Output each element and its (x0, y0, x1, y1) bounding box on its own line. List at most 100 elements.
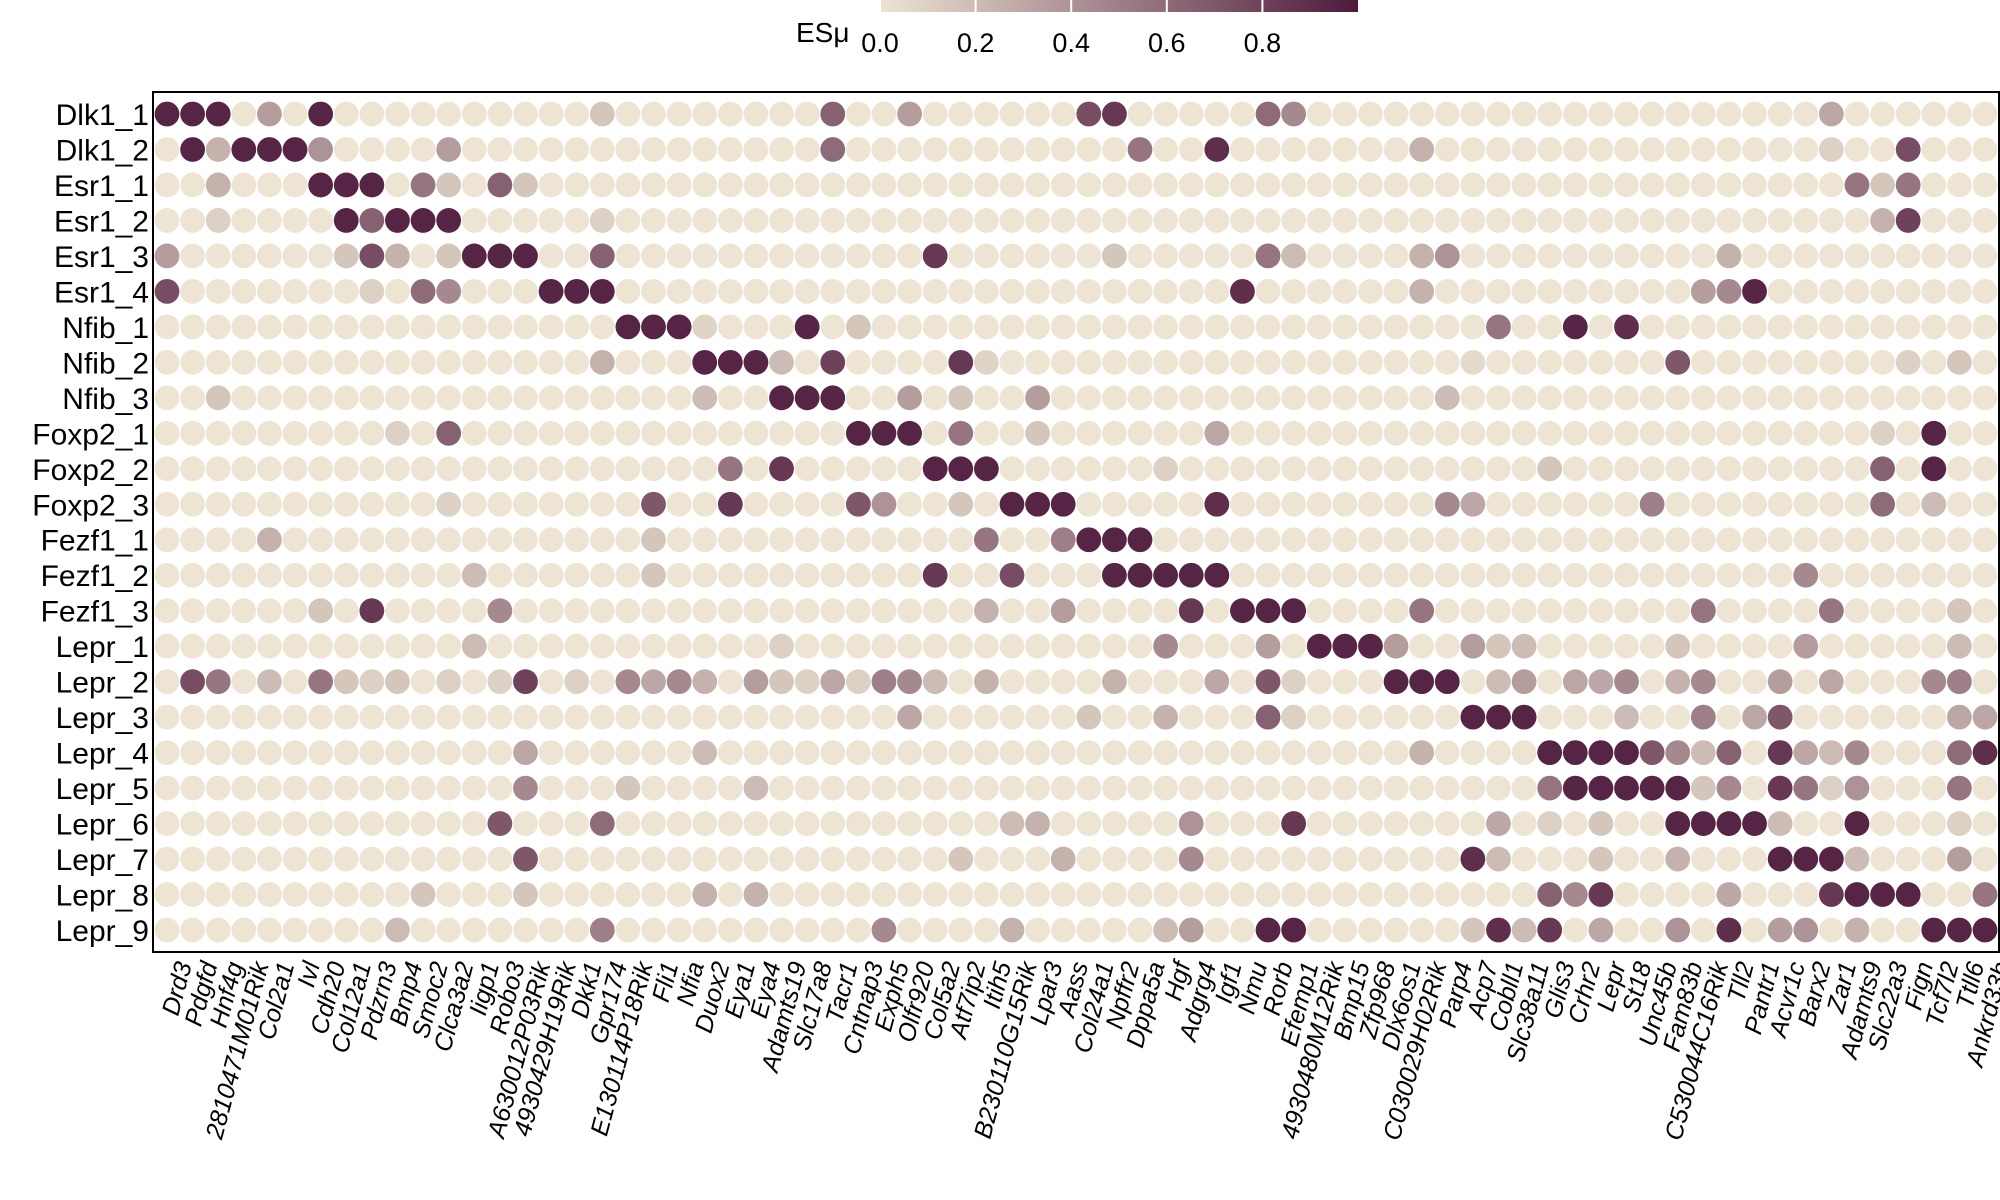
dot-Lepr_4-Cobll1 (1486, 740, 1511, 766)
dot-Lepr_7-St18 (1614, 846, 1639, 872)
dot-Foxp2_2-Tcf7l2 (1921, 456, 1947, 482)
dot-Fezf1_1-Dppa5a (1127, 527, 1153, 553)
dot-Esr1_3-Zfp968 (1358, 243, 1383, 269)
dot-Lepr_8-Eya1 (717, 882, 743, 907)
dot-Fezf1_3-A630012P03Rik (513, 598, 538, 624)
dot-Lepr_3-Atf7ip2 (948, 704, 974, 730)
dot-Lepr_1-Zar1 (1818, 633, 1844, 659)
dot-Nfib_2-Glis3 (1537, 349, 1563, 375)
dot-Dlk1_2-Hnf4g (205, 137, 231, 162)
dot-Lepr_5-Col24a1 (1076, 775, 1102, 801)
dot-Esr1_3-Olfr920 (897, 243, 922, 269)
dot-Esr1_2-Adamts9 (1844, 208, 1870, 233)
dot-Lepr_7-Unc45b (1639, 846, 1665, 872)
dot-Esr1_1-Rorb (1255, 172, 1281, 198)
dot-Esr1_1-Dlx6os1 (1383, 172, 1409, 198)
dot-Dlk1_1-Robo3 (487, 101, 513, 127)
dot-Lepr_4-Efemp1 (1281, 740, 1307, 766)
dot-Lepr_2-Col24a1 (1076, 669, 1102, 695)
dot-Fezf1_3-Pdzrn3 (359, 598, 385, 624)
dot-Dlk1_1-Smoc2 (410, 101, 436, 127)
dot-Nfib_1-Crhr2 (1562, 314, 1588, 340)
dot-Lepr_6-Hnf4g (205, 811, 231, 836)
dot-Lepr_5-Dlx6os1 (1383, 775, 1409, 801)
dot-Foxp2_1-Hgf (1153, 420, 1179, 446)
dot-Lepr_5-Parp4 (1434, 775, 1460, 801)
dot-Lepr_2-Atf7ip2 (948, 669, 974, 695)
dot-Lepr_2-St18 (1614, 669, 1639, 695)
dot-Lepr_3-Gpr174 (589, 704, 615, 730)
dot-Esr1_1-Ttll6 (1946, 172, 1972, 198)
dot-Foxp2_1-Clca3a2 (436, 420, 462, 446)
dot-Esr1_1-C530044C16Rik (1690, 172, 1716, 198)
dot-Lepr_7-Tcf7l2 (1921, 846, 1947, 872)
dot-Esr1_2-B230110G15Rik (999, 208, 1025, 233)
dot-Foxp2_3-Cntnap3 (845, 491, 871, 517)
dot-Foxp2_1-Npffr2 (1102, 420, 1127, 446)
dot-Esr1_4-Col24a1 (1076, 278, 1102, 304)
dot-Dlk1_1-Iigp1 (461, 101, 487, 127)
dot-Foxp2_2-Bmp15 (1332, 456, 1358, 482)
dot-Esr1_1-Barx2 (1793, 172, 1819, 198)
dot-Lepr_3-Smoc2 (410, 704, 436, 730)
dot-Lepr_9-Cntnap3 (845, 917, 871, 943)
dot-Lepr_7-Ankrd33b (1972, 846, 1998, 872)
dot-Fezf1_2-Pdzrn3 (359, 562, 385, 588)
dot-Lepr_5-Dkk1 (564, 775, 590, 801)
dot-Foxp2_1-Ttll6 (1946, 420, 1972, 446)
dot-Esr1_3-2810471M01Rik (231, 243, 257, 269)
dot-Lepr_1-Eya4 (743, 633, 769, 659)
dot-Foxp2_3-Gpr174 (589, 491, 615, 517)
dot-Fezf1_3-Dppa5a (1127, 598, 1153, 624)
dot-Nfib_2-Cntnap3 (845, 349, 871, 375)
dot-Fezf1_1-Adgrg4 (1178, 527, 1204, 553)
dot-Lepr_4-Ankrd33b (1972, 740, 1998, 766)
dot-Fezf1_2-Hgf (1153, 562, 1179, 588)
dot-Nfib_1-Igf1 (1204, 314, 1230, 340)
dot-Fezf1_3-Clca3a2 (436, 598, 462, 624)
dot-Lepr_3-4930480M12Rik (1306, 704, 1332, 730)
dot-Lepr_7-Acp7 (1460, 846, 1486, 872)
dot-Lepr_6-Lepr (1588, 811, 1614, 836)
dot-Foxp2_3-Tcf7l2 (1921, 491, 1947, 517)
dot-Lepr_8-Exph5 (871, 882, 897, 907)
dot-Lepr_4-Nmu (1230, 740, 1255, 766)
dot-Foxp2_3-Col2a1 (257, 491, 282, 517)
dot-Foxp2_1-Zar1 (1818, 420, 1844, 446)
dot-Esr1_1-Olfr920 (897, 172, 922, 198)
dot-Lepr_9-Tcf7l2 (1921, 917, 1947, 943)
dot-Fezf1_2-Col12a1 (333, 562, 359, 588)
dot-Nfib_3-Tll2 (1716, 385, 1742, 411)
dot-Lepr_4-Ttll6 (1946, 740, 1972, 766)
dot-Nfib_1-2810471M01Rik (231, 314, 257, 340)
dot-Lepr_7-C530044C16Rik (1690, 846, 1716, 872)
dot-Lepr_4-Crhr2 (1562, 740, 1588, 766)
dot-Fezf1_3-Adgrg4 (1178, 598, 1204, 624)
dot-Lepr_9-Dkk1 (564, 917, 590, 943)
dot-Lepr_5-A630012P03Rik (513, 775, 538, 801)
dot-Lepr_4-Pantr1 (1742, 740, 1767, 766)
dot-Fezf1_2-Bmp4 (385, 562, 410, 588)
dot-Foxp2_3-Tll2 (1716, 491, 1742, 517)
dot-Fezf1_2-Ivl (282, 562, 308, 588)
dot-Foxp2_1-Smoc2 (410, 420, 436, 446)
dot-Lepr_3-C530044C16Rik (1690, 704, 1716, 730)
dot-Lepr_3-4930429H19Rik (538, 704, 564, 730)
dot-Lepr_1-Robo3 (487, 633, 513, 659)
dot-Lepr_3-Olfr920 (897, 704, 922, 730)
dot-Lepr_7-Cobll1 (1486, 846, 1511, 872)
dot-Nfib_3-Dlx6os1 (1383, 385, 1409, 411)
dot-Fezf1_1-Barx2 (1793, 527, 1819, 553)
dot-Lepr_8-A630012P03Rik (513, 882, 538, 907)
dot-Lepr_4-Pdgfd (180, 740, 206, 766)
dot-Nfib_2-Aass (1050, 349, 1076, 375)
dot-Nfib_3-Cntnap3 (845, 385, 871, 411)
dot-Lepr_2-E130114P18Rik (615, 669, 641, 695)
dot-Fezf1_3-Iigp1 (461, 598, 487, 624)
dot-Foxp2_1-Col5a2 (922, 420, 948, 446)
dot-Dlk1_1-Col12a1 (333, 101, 359, 127)
dot-Fezf1_3-Olfr920 (897, 598, 922, 624)
dot-Lepr_8-Adgrg4 (1178, 882, 1204, 907)
dot-Foxp2_2-4930480M12Rik (1306, 456, 1332, 482)
dot-Esr1_3-Nfia (666, 243, 692, 269)
